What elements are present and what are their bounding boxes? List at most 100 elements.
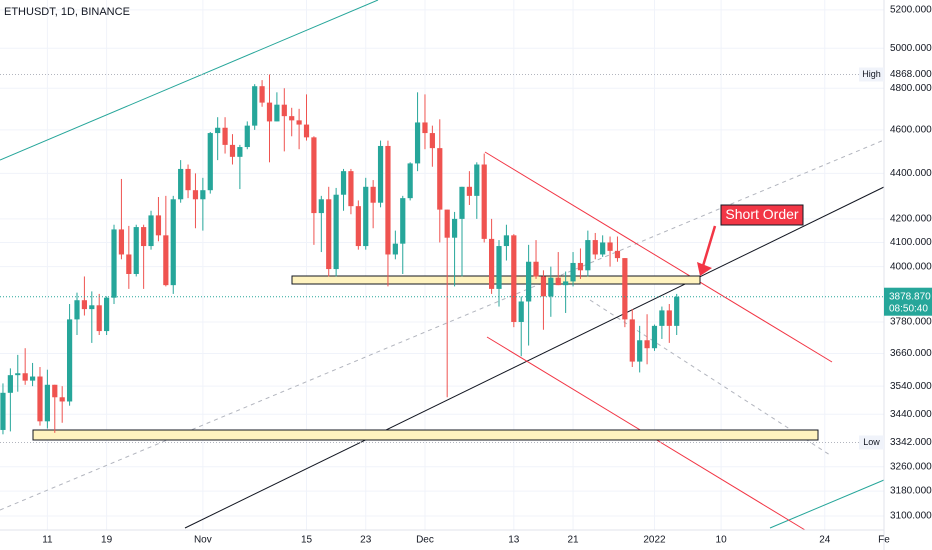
candle-body bbox=[414, 122, 421, 164]
candle-body bbox=[244, 125, 250, 148]
y-tick-label: 4600.000 bbox=[890, 125, 932, 136]
candle-body bbox=[274, 104, 280, 122]
y-tick-label: 3440.000 bbox=[890, 409, 932, 420]
y-tick-label: 3260.000 bbox=[890, 461, 932, 472]
candle-body bbox=[348, 171, 354, 207]
candle-body bbox=[141, 227, 147, 247]
x-tick-label: 15 bbox=[301, 535, 313, 546]
candle-body bbox=[148, 215, 154, 247]
candle-body bbox=[614, 250, 621, 259]
candle-body bbox=[200, 190, 206, 200]
candle-body bbox=[311, 137, 317, 214]
price-level-tag bbox=[859, 67, 884, 82]
candle-body bbox=[451, 218, 458, 238]
candle-body bbox=[585, 240, 591, 271]
candle-body bbox=[89, 305, 95, 310]
annotation-text: Short Order bbox=[725, 206, 798, 222]
price-level-value: 3342.000 bbox=[890, 437, 932, 448]
x-tick-label: 24 bbox=[819, 535, 831, 546]
candle-body bbox=[370, 186, 376, 203]
x-tick-label: 11 bbox=[42, 535, 53, 546]
candle-body bbox=[215, 127, 221, 134]
y-tick-label: 4800.000 bbox=[890, 83, 932, 94]
candle-body bbox=[237, 147, 243, 157]
candle-body bbox=[29, 376, 36, 381]
candle-body bbox=[37, 376, 43, 422]
candle-body bbox=[489, 238, 495, 289]
candle-body bbox=[81, 300, 88, 310]
y-tick-label: 3780.000 bbox=[890, 317, 932, 328]
symbol-title: ETHUSDT, 1D, BINANCE bbox=[4, 6, 130, 18]
candle-body bbox=[111, 229, 117, 298]
candle-body bbox=[540, 276, 547, 297]
candle-body bbox=[629, 319, 635, 362]
zone bbox=[291, 275, 701, 285]
candle-body bbox=[392, 243, 398, 255]
candle-body bbox=[577, 262, 584, 271]
candle-body bbox=[133, 227, 139, 274]
x-tick-label: 23 bbox=[360, 535, 372, 546]
trend-line bbox=[184, 186, 885, 529]
candle-body bbox=[563, 281, 569, 286]
candle-body bbox=[185, 168, 191, 191]
x-tick-label: 13 bbox=[508, 535, 520, 546]
candle-body bbox=[52, 384, 58, 398]
trend-line bbox=[484, 151, 833, 363]
grid bbox=[0, 0, 885, 530]
price-level-name: High bbox=[862, 69, 881, 79]
candle-body bbox=[355, 206, 361, 247]
candle-body bbox=[22, 373, 28, 381]
candle-body bbox=[192, 190, 199, 200]
candle-body bbox=[481, 164, 487, 239]
candle-body bbox=[104, 297, 110, 332]
candle-body bbox=[674, 296, 680, 326]
candle-body bbox=[266, 102, 273, 122]
price-level-name: Low bbox=[863, 437, 880, 447]
x-tick-label: 10 bbox=[716, 535, 728, 546]
price-level-tag bbox=[859, 435, 884, 450]
y-tick-label: 4400.000 bbox=[890, 168, 932, 179]
candle-body bbox=[607, 242, 613, 251]
y-tick-label: 4000.000 bbox=[890, 261, 932, 272]
candle-body bbox=[44, 384, 50, 422]
candle-body bbox=[637, 340, 643, 362]
x-tick-label: 19 bbox=[101, 535, 113, 546]
zone bbox=[32, 429, 819, 441]
candle-body bbox=[15, 373, 21, 376]
candle-body bbox=[422, 122, 428, 134]
candle-body bbox=[570, 262, 576, 282]
y-tick-label: 5200.000 bbox=[890, 5, 932, 16]
candle-body bbox=[7, 375, 13, 393]
candle-body bbox=[74, 300, 80, 320]
last-price-value: 3878.870 bbox=[889, 291, 931, 302]
candle-body bbox=[474, 164, 480, 196]
candle-body bbox=[496, 246, 502, 289]
annotation-box bbox=[720, 204, 804, 226]
candle-body bbox=[59, 397, 65, 402]
candle-body bbox=[96, 305, 102, 332]
y-tick-label: 3100.000 bbox=[890, 511, 932, 522]
candle-body bbox=[0, 392, 6, 430]
candle-body bbox=[437, 148, 443, 210]
candle-body bbox=[326, 199, 332, 270]
candle-body bbox=[126, 254, 132, 274]
y-tick-label: 4100.000 bbox=[890, 237, 932, 248]
candle-body bbox=[518, 301, 524, 322]
candle-body bbox=[333, 194, 339, 270]
candle-body bbox=[252, 86, 258, 126]
candle-body bbox=[385, 145, 391, 255]
candle-body bbox=[178, 168, 184, 200]
candle-body bbox=[503, 235, 510, 247]
candle-body bbox=[207, 133, 213, 191]
candle-body bbox=[444, 209, 450, 238]
x-tick-label: 2022 bbox=[643, 535, 666, 546]
candle-body bbox=[281, 104, 287, 117]
candle-body bbox=[170, 199, 176, 286]
y-tick-label: 3180.000 bbox=[890, 486, 932, 497]
drawings bbox=[0, 0, 885, 531]
x-tick-label: Nov bbox=[194, 535, 212, 546]
candle-body bbox=[66, 319, 73, 402]
candle-body bbox=[644, 340, 650, 349]
candle-body bbox=[526, 261, 532, 302]
